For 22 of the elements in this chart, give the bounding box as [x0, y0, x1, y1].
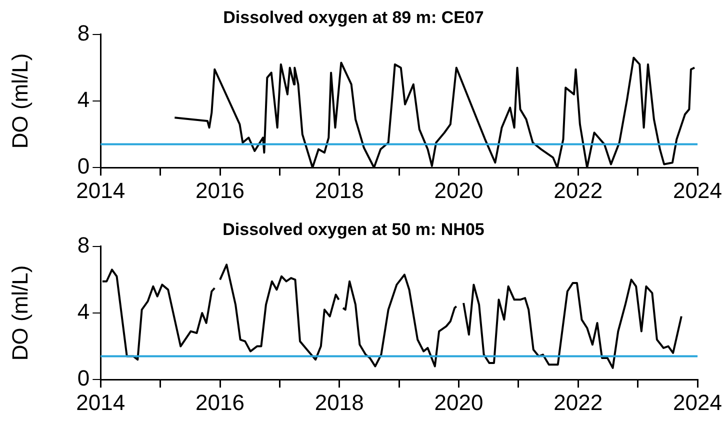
x-tick-label: 2020 — [434, 390, 484, 415]
y-tick-label: 0 — [77, 366, 90, 391]
x-tick-label: 2020 — [434, 178, 484, 203]
y-axis-title: DO (ml/L) — [7, 265, 32, 361]
x-tick-label: 2014 — [76, 178, 126, 203]
x-tick-label: 2018 — [314, 390, 364, 415]
x-tick-label: 2022 — [554, 390, 603, 415]
x-tick-label: 2014 — [76, 390, 126, 415]
y-tick-label: 8 — [77, 20, 90, 46]
y-tick-label: 8 — [77, 232, 90, 258]
y-tick-label: 0 — [77, 154, 90, 179]
x-tick-label: 2024 — [673, 390, 722, 415]
x-tick-label: 2016 — [196, 178, 244, 203]
x-tick-label: 2024 — [673, 178, 722, 203]
chart-title: Dissolved oxygen at 89 m: CE07 — [223, 8, 484, 27]
y-axis-title: DO (ml/L) — [7, 53, 32, 149]
x-tick-label: 2016 — [196, 390, 244, 415]
x-tick-label: 2022 — [554, 178, 603, 203]
y-tick-label: 4 — [77, 87, 90, 112]
chart-title: Dissolved oxygen at 50 m: NH05 — [222, 220, 484, 239]
x-tick-label: 2018 — [314, 178, 364, 203]
y-tick-label: 4 — [77, 299, 90, 324]
